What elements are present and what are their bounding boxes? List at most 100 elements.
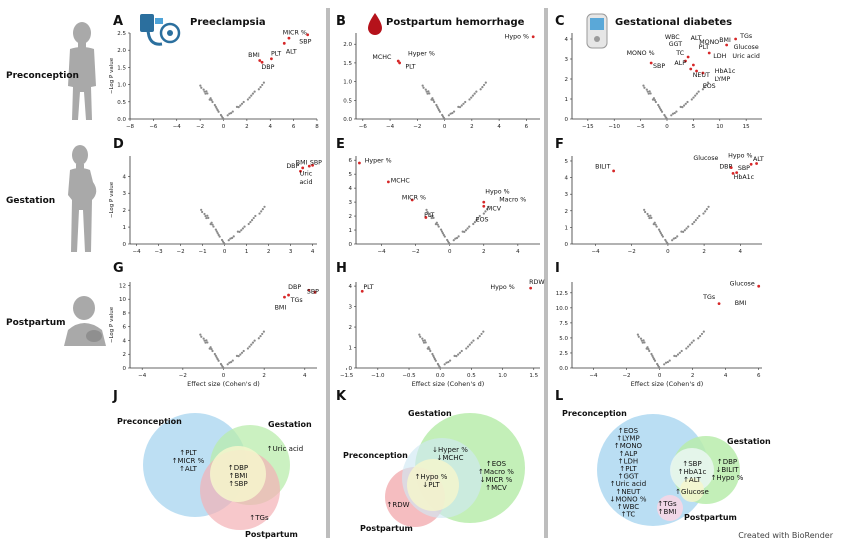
- data-point: [204, 341, 207, 344]
- point-label: MONO %: [627, 50, 655, 57]
- x-tick-label: 0: [448, 249, 452, 255]
- data-point: [427, 346, 430, 349]
- point-label: MICR %: [402, 194, 426, 201]
- data-point: [646, 90, 649, 93]
- data-point: [217, 359, 220, 362]
- data-point: [697, 337, 700, 340]
- data-point: [217, 233, 220, 237]
- data-point: [210, 348, 213, 351]
- data-point: [687, 345, 690, 348]
- venn-k: Gestation Preconception Postpartum ↓Hype…: [343, 409, 525, 533]
- data-point: [221, 365, 224, 369]
- data-point: [676, 235, 679, 238]
- data-point: [230, 236, 234, 240]
- data-point: [668, 359, 671, 362]
- data-point: [261, 83, 264, 87]
- data-point: [424, 341, 427, 344]
- y-tick-label: 10: [119, 297, 126, 303]
- venn-j-pre-item: ↑PLT: [179, 449, 197, 457]
- venn-l-pre-item: ↑LDH: [618, 457, 638, 465]
- point-label: PLT: [699, 44, 709, 51]
- data-point: [478, 214, 481, 218]
- panel-letter-f: F: [555, 137, 564, 152]
- data-point: [210, 221, 213, 224]
- data-point: [215, 230, 218, 233]
- x-tick-label: 6: [525, 124, 529, 130]
- data-point: [697, 90, 700, 93]
- data-point: [470, 96, 473, 99]
- x-tick-label: −10: [608, 124, 620, 130]
- x-tick-label: 0: [658, 373, 662, 379]
- significant-point: [311, 163, 314, 167]
- data-point: [240, 102, 244, 105]
- data-point: [452, 239, 455, 242]
- data-point: [480, 332, 483, 336]
- venn-k-ges-title: Gestation: [408, 409, 452, 418]
- venn-k-post-title: Postpartum: [360, 524, 413, 533]
- data-point: [226, 363, 229, 366]
- data-point: [681, 106, 684, 109]
- x-tick-label: 3: [289, 249, 293, 255]
- data-point: [460, 104, 463, 107]
- data-point: [649, 92, 652, 95]
- data-point: [199, 84, 202, 87]
- data-point: [487, 205, 490, 208]
- data-point: [421, 84, 424, 87]
- data-point: [642, 339, 645, 342]
- data-point: [428, 348, 431, 351]
- data-point: [448, 359, 452, 362]
- data-point: [658, 105, 661, 108]
- data-point: [684, 102, 687, 105]
- data-point: [679, 105, 682, 108]
- data-point: [432, 216, 435, 219]
- data-point: [702, 212, 705, 215]
- data-point: [676, 353, 680, 356]
- venn-j-pre-item: ↑ALT: [179, 465, 198, 473]
- data-point: [457, 353, 460, 356]
- data-point: [458, 106, 462, 109]
- data-point: [457, 105, 460, 108]
- data-point: [441, 232, 445, 235]
- x-tick-label: −2: [179, 373, 187, 379]
- data-point: [703, 86, 706, 89]
- blood-pressure-icon: [140, 14, 181, 46]
- y-tick-label: 0.5: [343, 98, 352, 104]
- significant-point: [301, 166, 305, 170]
- venn-l-pre-item: ↑NEUT: [616, 488, 642, 496]
- y-tick-label: 1: [349, 346, 353, 352]
- point-label: Hyper %: [365, 157, 392, 164]
- data-point: [658, 230, 662, 233]
- significant-point: [482, 200, 486, 204]
- data-point: [649, 214, 652, 217]
- point-label: LDH: [713, 53, 726, 60]
- data-point: [473, 220, 476, 224]
- data-point: [425, 208, 428, 211]
- point-label: Hypo %: [485, 189, 509, 196]
- x-tick-label: 4: [724, 373, 728, 379]
- significant-point: [729, 166, 733, 170]
- x-tick-label: 2: [691, 373, 695, 379]
- significant-point: [686, 55, 690, 59]
- point-label: Glucose: [730, 281, 755, 288]
- data-point: [687, 225, 690, 228]
- data-point: [437, 225, 440, 228]
- data-point: [428, 92, 431, 95]
- data-point: [470, 341, 473, 344]
- data-point: [463, 230, 466, 233]
- data-point: [209, 97, 212, 100]
- point-label: Hypo %: [505, 34, 529, 41]
- x-tick-label: −4: [589, 373, 598, 379]
- point-label: MCV: [487, 205, 502, 212]
- x-tick-label: 2: [262, 373, 266, 379]
- y-tick-label: 3: [565, 192, 569, 198]
- data-point: [651, 354, 654, 357]
- data-point: [211, 223, 214, 226]
- venn-k-center-item: ↑Hypo %: [415, 473, 448, 481]
- y-tick-label: 6: [123, 325, 127, 331]
- data-point: [422, 86, 425, 89]
- significant-point: [701, 71, 705, 75]
- data-point: [438, 365, 441, 369]
- data-point: [445, 361, 448, 364]
- column-title-preeclampsia: Preeclampsia: [190, 17, 266, 28]
